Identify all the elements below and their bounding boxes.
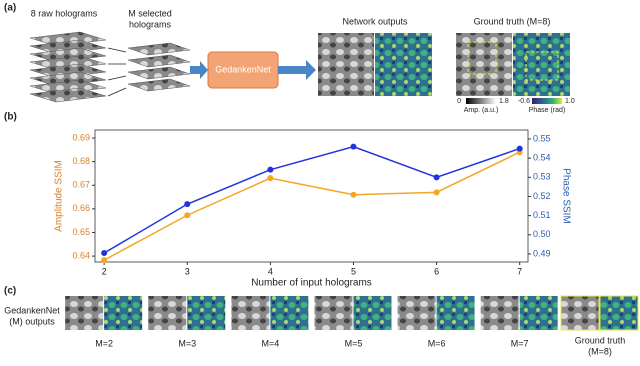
tile-label: M=3 [178,338,196,348]
amp-image [318,33,374,96]
tile-label: M=5 [345,338,363,348]
data-point [433,189,440,196]
phase-image [104,296,143,330]
phase-image [513,33,570,96]
panel-label: (a) [4,3,16,14]
network-name: GedankenNet [215,64,271,74]
y-tick-label: 0.68 [72,156,90,166]
phase-image [353,296,392,330]
y2-tick-label: 0.50 [533,229,551,239]
plot-frame [94,129,529,263]
y2-axis-label: Phase SSIM [560,168,571,224]
panel-label: (c) [4,286,16,297]
x-tick-label: 3 [185,266,190,276]
data-point [350,143,357,150]
y-axis-label: Amplitude SSIM [54,160,65,232]
y-tick-label: 0.65 [72,227,90,237]
colorbar-max: 1.0 [565,98,575,105]
tile-label: M=7 [511,338,529,348]
data-point [350,191,357,198]
raw-label: 8 raw holograms [31,8,98,18]
amp-image [560,295,600,331]
roi-box [525,51,559,81]
outputs-label: Network outputs [342,16,408,26]
data-point [433,174,440,181]
x-axis-label: Number of input holograms [251,278,372,289]
x-tick-label: 2 [102,266,107,276]
selected-label: M selected [128,8,172,18]
y2-tick-label: 0.54 [533,153,551,163]
amp-colorbar [466,98,496,104]
phase-image [270,296,309,330]
y2-tick-label: 0.52 [533,191,551,201]
truth-label: Ground truth (M=8) [474,16,551,26]
amp-image [231,296,270,330]
phase-colorbar [532,98,562,104]
colorbar-label: Phase (rad) [529,107,566,114]
row-label: (M) outputs [9,316,55,326]
y-tick-label: 0.69 [72,132,90,142]
tile-label: M=2 [95,338,113,348]
tiles: M=2 M=3 M=4 M=5 M=6 M=7 Ground truth(M=8) [65,295,639,356]
amp-image [456,33,512,96]
y2-tick-label: 0.55 [533,133,551,143]
y-tick-label: 0.64 [72,250,90,260]
data-point [184,212,191,219]
x-tick-label: 5 [351,266,356,276]
y-tick-label: 0.67 [72,180,90,190]
selection-arrows [107,47,127,97]
tile-label: Ground truth [575,335,626,345]
amp-image [480,296,519,330]
arrow [190,61,208,79]
panel-label: (b) [4,112,17,123]
y2-tick-label: 0.53 [533,172,551,182]
selected-stack [127,42,191,92]
colorbar-min: -0.6 [518,98,530,105]
amp-image [397,296,436,330]
data-point [267,175,274,182]
tile-label: M=6 [428,338,446,348]
selected-label: holograms [129,19,172,29]
tile-label: (M=8) [588,346,612,356]
arrow [278,60,316,80]
y-tick-label: 0.66 [72,203,90,213]
phase-image [375,33,432,96]
x-tick-label: 4 [268,266,273,276]
phase-image [519,296,558,330]
data-point [184,201,191,208]
row-label: GedankenNet [4,305,60,315]
data-point [101,257,108,264]
series-line [103,145,520,254]
colorbar-max: 1.8 [499,98,509,105]
amp-image [314,296,353,330]
x-tick-label: 6 [434,266,439,276]
data-point [267,166,274,173]
tile-label: M=4 [261,338,279,348]
phase-image [599,295,639,331]
y2-tick-label: 0.49 [533,248,551,258]
phase-image [436,296,475,330]
y2-tick-label: 0.51 [533,210,551,220]
data-point [101,249,108,256]
colorbar-min: 0 [457,98,461,105]
x-tick-label: 7 [517,266,522,276]
series-line [103,151,521,261]
amp-image [65,296,104,330]
colorbar-label: Amp. (a.u.) [464,107,499,114]
hologram-stack [29,31,107,103]
data-point [516,145,523,152]
phase-image [187,296,226,330]
amp-image [148,296,187,330]
chart: 2 3 4 5 6 7 0.64 0.65 0.66 0.67 0.68 0.69 0.49 0.50 0.… [54,129,571,289]
